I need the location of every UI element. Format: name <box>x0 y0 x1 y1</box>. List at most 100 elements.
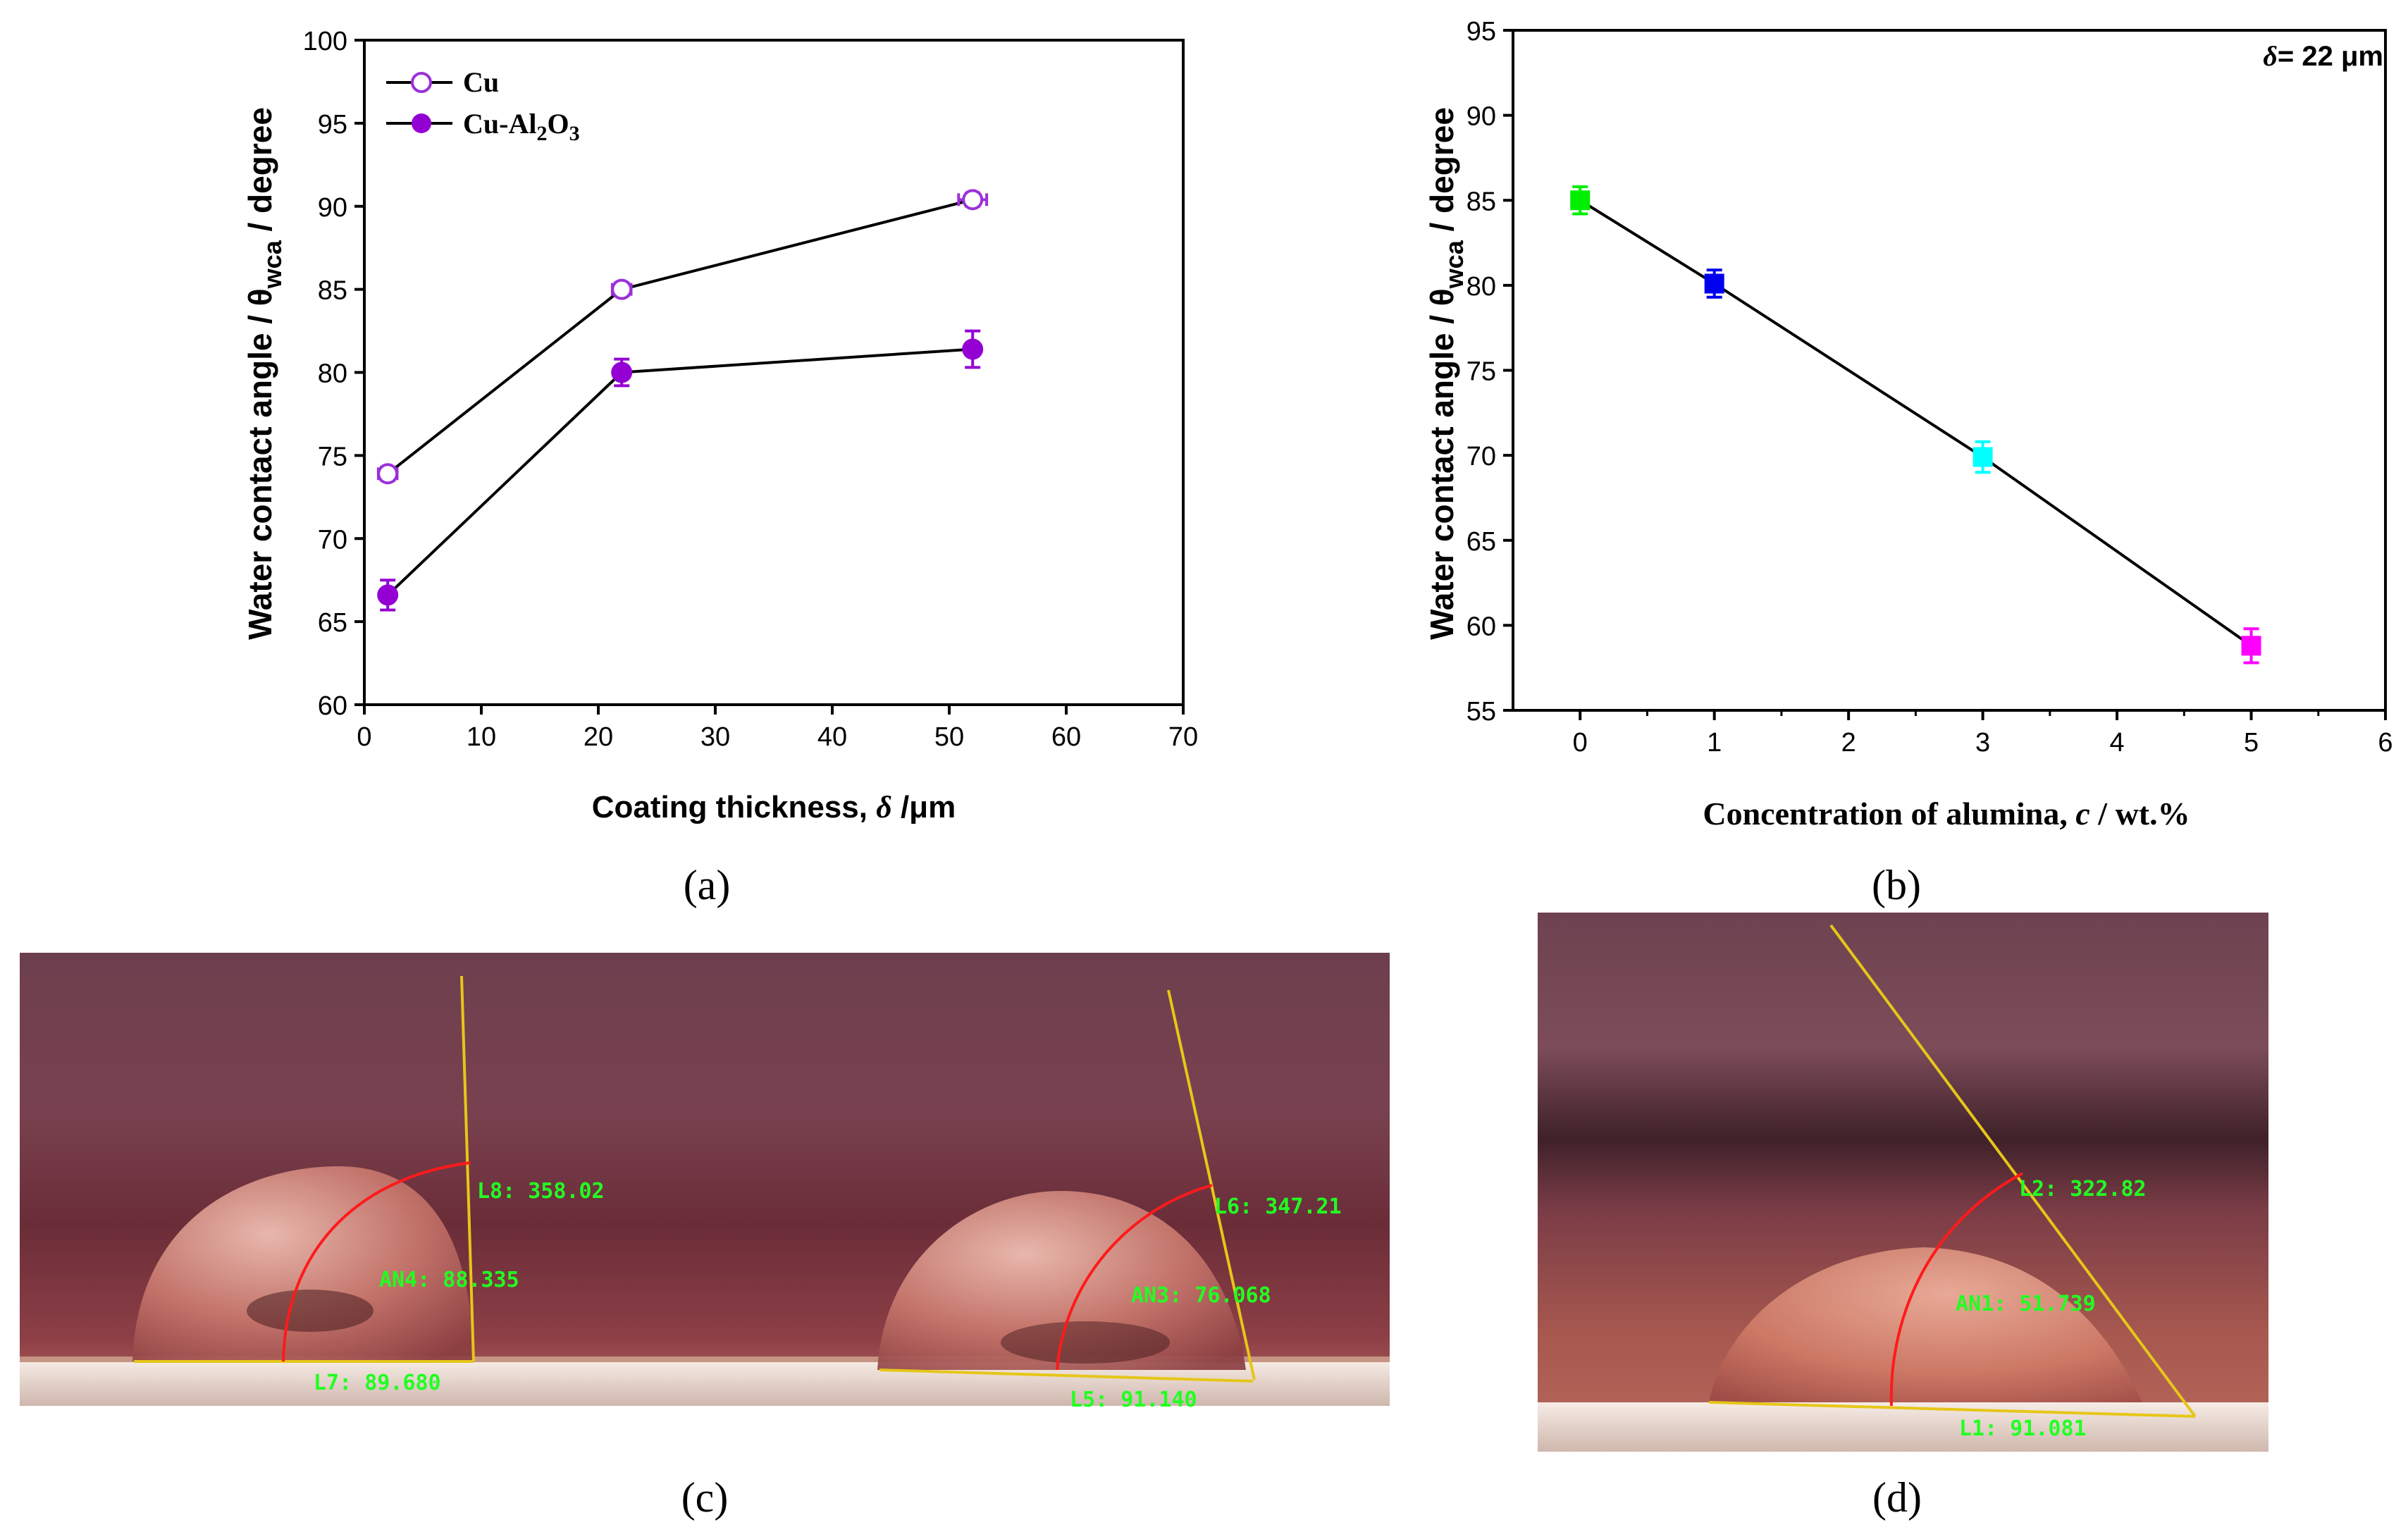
chart-a-x-axis: 0 10 20 30 40 50 60 70 <box>357 705 1198 752</box>
chart-b-frame <box>1512 29 2387 712</box>
y-tick-label: 90 <box>318 193 347 223</box>
photo-c-substrate-edge <box>20 1357 1390 1362</box>
x-tick-label: 60 <box>1051 722 1081 752</box>
y-tick-label: 65 <box>318 608 347 638</box>
chart-a-legend: Cu Cu-Al2O3 <box>386 66 580 145</box>
chart-b-annotation-symbol: δ <box>2263 40 2278 72</box>
droplet-right <box>877 1191 1246 1370</box>
x-tick-label: 30 <box>700 722 730 752</box>
baseline-l5 <box>879 1369 1254 1383</box>
chart-a: 60 65 70 75 80 85 90 95 100 0 10 20 30 40 50 60 70 Cu C… <box>242 27 1198 908</box>
y-tick-label: 55 <box>1467 697 1496 727</box>
readout-an4: AN4: 88.335 <box>379 1268 519 1292</box>
legend-cual2o3-sub1: 2 <box>536 122 547 145</box>
baseline-l1 <box>1708 1401 2196 1418</box>
angle-arc-an3 <box>1056 1184 1213 1371</box>
chart-a-series <box>376 189 989 612</box>
angle-arc-an4 <box>282 1161 471 1362</box>
legend-cu-marker <box>411 72 432 93</box>
chart-b: 55 60 65 70 75 80 85 90 95 0 1 2 3 4 5 6 δ= 22 μm Wate… <box>1424 17 2393 908</box>
y-tick-label: 70 <box>1467 442 1496 471</box>
chart-a-frame <box>363 39 1185 706</box>
data-point <box>377 463 399 485</box>
y-tick-label: 60 <box>318 691 347 721</box>
chart-a-ylabel-tail: / degree <box>242 107 278 240</box>
chart-b-xlabel-symbol: c <box>2075 796 2089 832</box>
chart-b-ylabel-sub: wca <box>1440 240 1469 289</box>
readout-an1: AN1: 51.739 <box>1956 1292 2096 1316</box>
data-point <box>2241 636 2261 656</box>
x-tick-label: 50 <box>934 722 964 752</box>
panel-label-a: (a) <box>684 862 731 908</box>
series-line-cu-al2o3 <box>386 347 973 596</box>
chart-a-xlabel-symbol: δ <box>876 790 892 824</box>
readout-l8: L8: 358.02 <box>477 1179 605 1204</box>
x-tick-label: 1 <box>1707 728 1722 758</box>
readout-l2: L2: 322.82 <box>2019 1177 2147 1201</box>
x-tick-label: 0 <box>357 722 371 752</box>
angle-arc-an1 <box>1889 1172 2023 1407</box>
y-tick-label: 80 <box>318 359 347 389</box>
x-tick-label: 6 <box>2378 728 2392 758</box>
tangent-l8 <box>460 975 475 1362</box>
chart-a-xlabel-unit: /μm <box>892 790 956 824</box>
readout-l7: L7: 89.680 <box>314 1371 441 1395</box>
legend-cual2o3-part1: Cu-Al <box>463 108 536 140</box>
y-tick-label: 60 <box>1467 612 1496 641</box>
x-tick-label: 0 <box>1573 728 1588 758</box>
legend-cual2o3-part2: O <box>547 108 569 140</box>
y-tick-label: 95 <box>1467 17 1496 47</box>
chart-a-ylabel-sub: wca <box>258 240 287 289</box>
series-line-cu <box>386 198 973 475</box>
droplet-left-reflection <box>247 1290 373 1332</box>
photo-c: L8: 358.02 AN4: 88.335 L7: 89.680 L6: 34… <box>20 953 1390 1521</box>
chart-b-ylabel-main: Water contact angle / θ <box>1424 288 1460 640</box>
y-tick-label: 95 <box>318 110 347 140</box>
y-tick-label: 70 <box>318 525 347 555</box>
y-tick-label: 90 <box>1467 102 1496 132</box>
legend-cual2o3-marker <box>412 113 431 133</box>
droplet-d <box>1709 1247 2142 1402</box>
x-tick-label: 40 <box>817 722 847 752</box>
chart-b-annotation: δ= 22 μm <box>2263 40 2383 72</box>
series-line-alumina <box>1579 199 2252 647</box>
data-point <box>962 338 984 360</box>
photo-d-substrate <box>1538 1402 2268 1452</box>
data-point <box>611 362 633 383</box>
chart-b-annotation-value: = 22 μm <box>2278 41 2383 72</box>
legend-cual2o3-label: Cu-Al2O3 <box>463 108 580 145</box>
readout-l1: L1: 91.081 <box>1959 1416 2087 1441</box>
x-tick-label: 3 <box>1975 728 1990 758</box>
x-tick-label: 70 <box>1168 722 1198 752</box>
chart-a-ylabel: Water contact angle / θwca / degree <box>242 107 287 640</box>
data-point <box>1570 190 1591 211</box>
chart-b-ylabel-tail: / degree <box>1424 107 1460 240</box>
x-tick-label: 4 <box>2110 728 2125 758</box>
chart-b-x-axis: 0 1 2 3 4 5 6 <box>1573 710 2393 758</box>
data-point <box>962 189 984 211</box>
chart-b-xlabel-unit: / wt.% <box>2090 796 2190 832</box>
chart-a-xlabel: Coating thickness, δ /μm <box>592 790 956 824</box>
chart-a-ylabel-main: Water contact angle / θ <box>242 288 278 640</box>
tangent-l2 <box>1829 924 2197 1418</box>
legend-cu-label: Cu <box>463 66 499 98</box>
panel-label-c: (c) <box>681 1474 729 1521</box>
y-tick-label: 80 <box>1467 272 1496 302</box>
y-tick-label: 85 <box>318 276 347 306</box>
readout-l6: L6: 347.21 <box>1214 1194 1342 1219</box>
data-point <box>377 584 399 606</box>
x-tick-label: 20 <box>584 722 613 752</box>
panel-label-b: (b) <box>1872 862 1921 908</box>
chart-b-xlabel: Concentration of alumina, c / wt.% <box>1703 796 2190 832</box>
y-tick-label: 75 <box>318 442 347 471</box>
chart-a-y-axis: 60 65 70 75 80 85 90 95 100 <box>303 27 364 721</box>
droplet-left <box>132 1166 474 1361</box>
y-tick-label: 100 <box>303 27 347 56</box>
y-tick-label: 75 <box>1467 357 1496 387</box>
chart-a-xlabel-main: Coating thickness, <box>592 790 876 824</box>
photo-d: L2: 322.82 AN1: 51.739 L1: 91.081 (d) <box>1538 913 2268 1521</box>
y-tick-label: 65 <box>1467 527 1496 557</box>
x-tick-label: 10 <box>467 722 496 752</box>
readout-an3: AN3: 76.068 <box>1131 1283 1271 1308</box>
